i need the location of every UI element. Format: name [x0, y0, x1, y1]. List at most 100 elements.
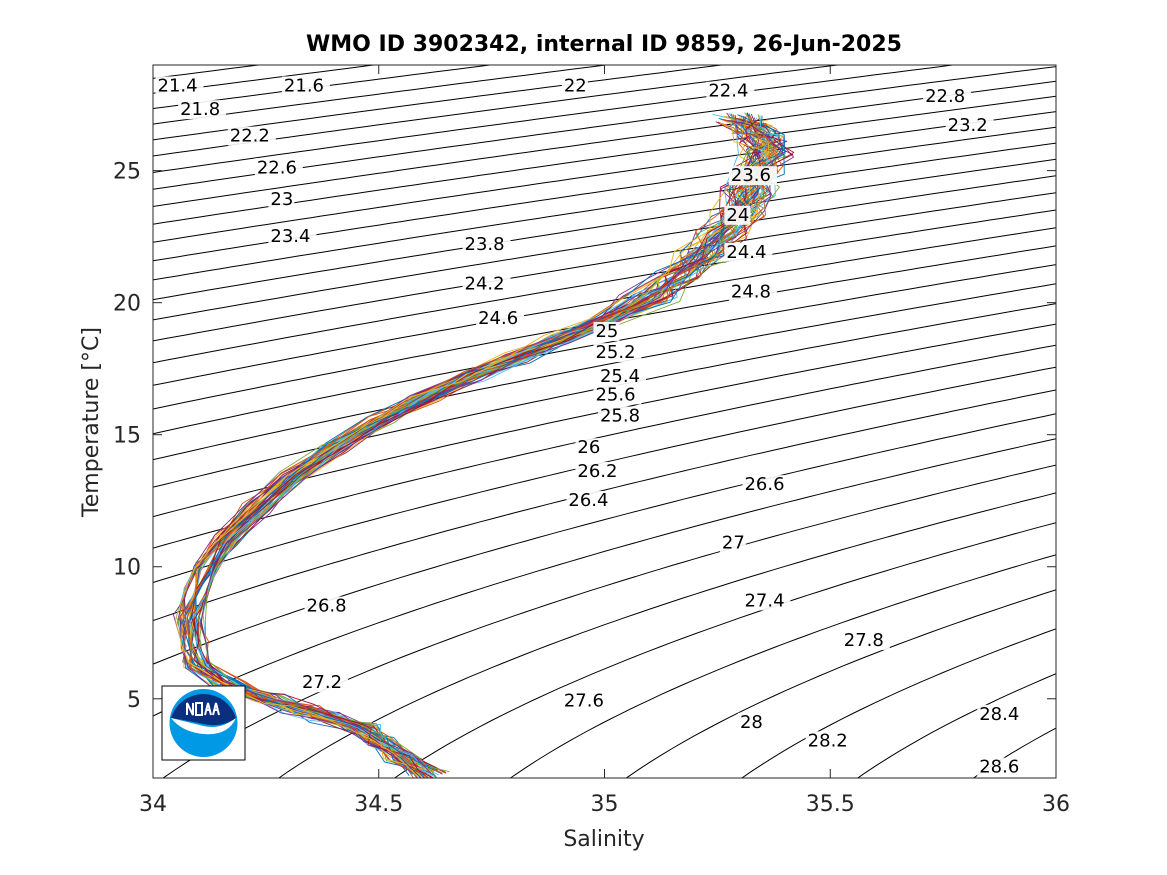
contour-label-background	[841, 630, 890, 650]
contour-label: 24.4	[726, 242, 766, 263]
ts-profile-line	[175, 122, 770, 777]
contour-label-background	[476, 308, 525, 328]
contour-label-background	[593, 321, 620, 341]
contour-labels: 21.4 21.6 21.8 22 22.2 22.4 22.6 22.8 23 23.2 23.4…	[155, 75, 1026, 778]
contour-label-background	[728, 166, 777, 186]
ts-profile-line	[181, 116, 759, 771]
contour-line	[153, 95, 1056, 225]
noaa-logo	[161, 685, 246, 761]
contour-line	[162, 464, 1056, 778]
contour-label: 24.6	[478, 308, 518, 329]
contour-label: 22.2	[230, 126, 270, 147]
contour-line	[153, 413, 1056, 665]
contour-label-background	[742, 591, 791, 611]
contour-line	[153, 209, 1056, 364]
contour-line	[972, 727, 1056, 778]
contour-label: 23.4	[270, 226, 310, 247]
contour-label: 22	[564, 75, 587, 96]
contour-line	[153, 142, 1056, 281]
contour-label-background	[742, 475, 791, 495]
contour-label-background	[227, 126, 276, 146]
contour-label-background	[593, 343, 642, 363]
contour-label: 21.6	[284, 75, 324, 96]
ts-profile-line	[199, 120, 784, 775]
contour-line	[509, 554, 1056, 778]
contour-label: 25.6	[595, 384, 635, 405]
contour-label-background	[945, 116, 994, 136]
y-tick-label: 25	[113, 160, 141, 185]
contour-line	[153, 438, 1056, 717]
y-axis-label: Temperature [°C]	[79, 327, 104, 518]
contour-label: 21.8	[180, 99, 220, 120]
x-tick-label: 34	[139, 792, 167, 817]
contour-label: 22.6	[257, 157, 297, 178]
x-axis-label: Salinity	[563, 827, 644, 852]
contour-label-background	[254, 158, 303, 178]
contour-label-background	[178, 100, 227, 120]
contour-label: 26.4	[568, 490, 608, 511]
contour-line	[153, 65, 726, 141]
contour-label-background	[575, 461, 624, 481]
contour-label: 23	[270, 189, 293, 210]
contour-label: 25.8	[600, 406, 640, 427]
ts-profile-line	[184, 114, 779, 778]
y-tick-label: 15	[113, 424, 141, 449]
contour-label: 28.2	[808, 730, 848, 751]
contour-label-background	[268, 189, 295, 209]
contour-label-background	[597, 366, 646, 386]
contour-label-background	[977, 757, 1026, 777]
y-tick-label: 10	[113, 556, 141, 581]
ts-profile-line	[197, 112, 777, 778]
contour-line	[741, 628, 1056, 778]
x-tick-label: 35.5	[806, 792, 855, 817]
contour-line	[153, 158, 1056, 301]
contour-label-background	[566, 491, 615, 511]
contour-label-background	[706, 81, 755, 101]
contour-label: 23.2	[948, 115, 988, 136]
contour-label-background	[923, 86, 972, 106]
contour-label: 27.2	[302, 672, 342, 693]
contour-line	[856, 673, 1056, 778]
contour-label-background	[977, 704, 1026, 724]
contour-label-background	[805, 731, 854, 751]
contour-label: 27	[722, 532, 745, 553]
contour-line	[153, 65, 957, 173]
contour-label: 28.6	[979, 757, 1019, 778]
contour-label-background	[597, 406, 646, 426]
axis-ticks: 34 34.5 35 35.5 36 5 10 15 20 25	[113, 65, 1070, 817]
contour-label: 27.4	[744, 590, 784, 611]
contour-line	[625, 589, 1056, 778]
contour-label-background	[155, 76, 204, 96]
noaa-logo-lettering	[186, 702, 220, 716]
ts-profile-line	[188, 121, 787, 776]
contour-label: 25.4	[600, 366, 640, 387]
contour-label-background	[462, 234, 511, 254]
contour-label: 26.6	[744, 474, 784, 495]
contour-line	[153, 264, 1056, 435]
contour-label-background	[724, 242, 773, 262]
contour-line	[153, 111, 1056, 243]
contour-label: 22.4	[708, 81, 748, 102]
contour-label: 24.8	[731, 281, 771, 302]
x-tick-label: 35	[591, 792, 619, 817]
contour-label: 28.4	[979, 704, 1019, 725]
contour-label: 27.6	[564, 691, 604, 712]
contour-label-background	[304, 596, 353, 616]
x-tick-label: 36	[1042, 792, 1070, 817]
contour-label: 28	[740, 712, 763, 733]
contour-label-background	[462, 274, 511, 294]
contour-label: 25.2	[595, 342, 635, 363]
chart-title: WMO ID 3902342, internal ID 9859, 26-Jun…	[306, 32, 902, 57]
contour-line	[153, 66, 1056, 190]
contour-label: 24.2	[465, 273, 505, 294]
contour-label-background	[724, 205, 751, 225]
contour-line	[153, 80, 1056, 207]
contour-label: 26.8	[307, 596, 347, 617]
ts-profile-line	[175, 113, 759, 778]
contour-label-background	[561, 691, 610, 711]
contour-label: 23.6	[731, 165, 771, 186]
contour-line	[153, 283, 1056, 461]
contour-label: 23.8	[465, 234, 505, 255]
contour-line	[278, 492, 1056, 778]
